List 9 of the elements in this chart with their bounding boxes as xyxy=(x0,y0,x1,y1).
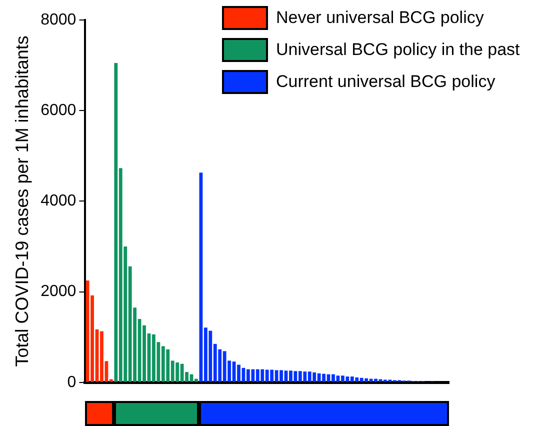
y-tick-label: 8000 xyxy=(40,11,76,28)
legend-label: Never universal BCG policy xyxy=(276,8,484,28)
y-axis-title: Total COVID-19 cases per 1M inhabitants xyxy=(12,36,32,367)
y-tick-label: 2000 xyxy=(40,283,76,300)
y-tick-label: 4000 xyxy=(40,192,76,210)
legend-label: Current universal BCG policy xyxy=(276,72,496,92)
legend-label: Universal BCG policy in the past xyxy=(276,40,520,60)
y-tick-label: 6000 xyxy=(40,102,76,120)
y-tick-label: 0 xyxy=(67,374,76,391)
